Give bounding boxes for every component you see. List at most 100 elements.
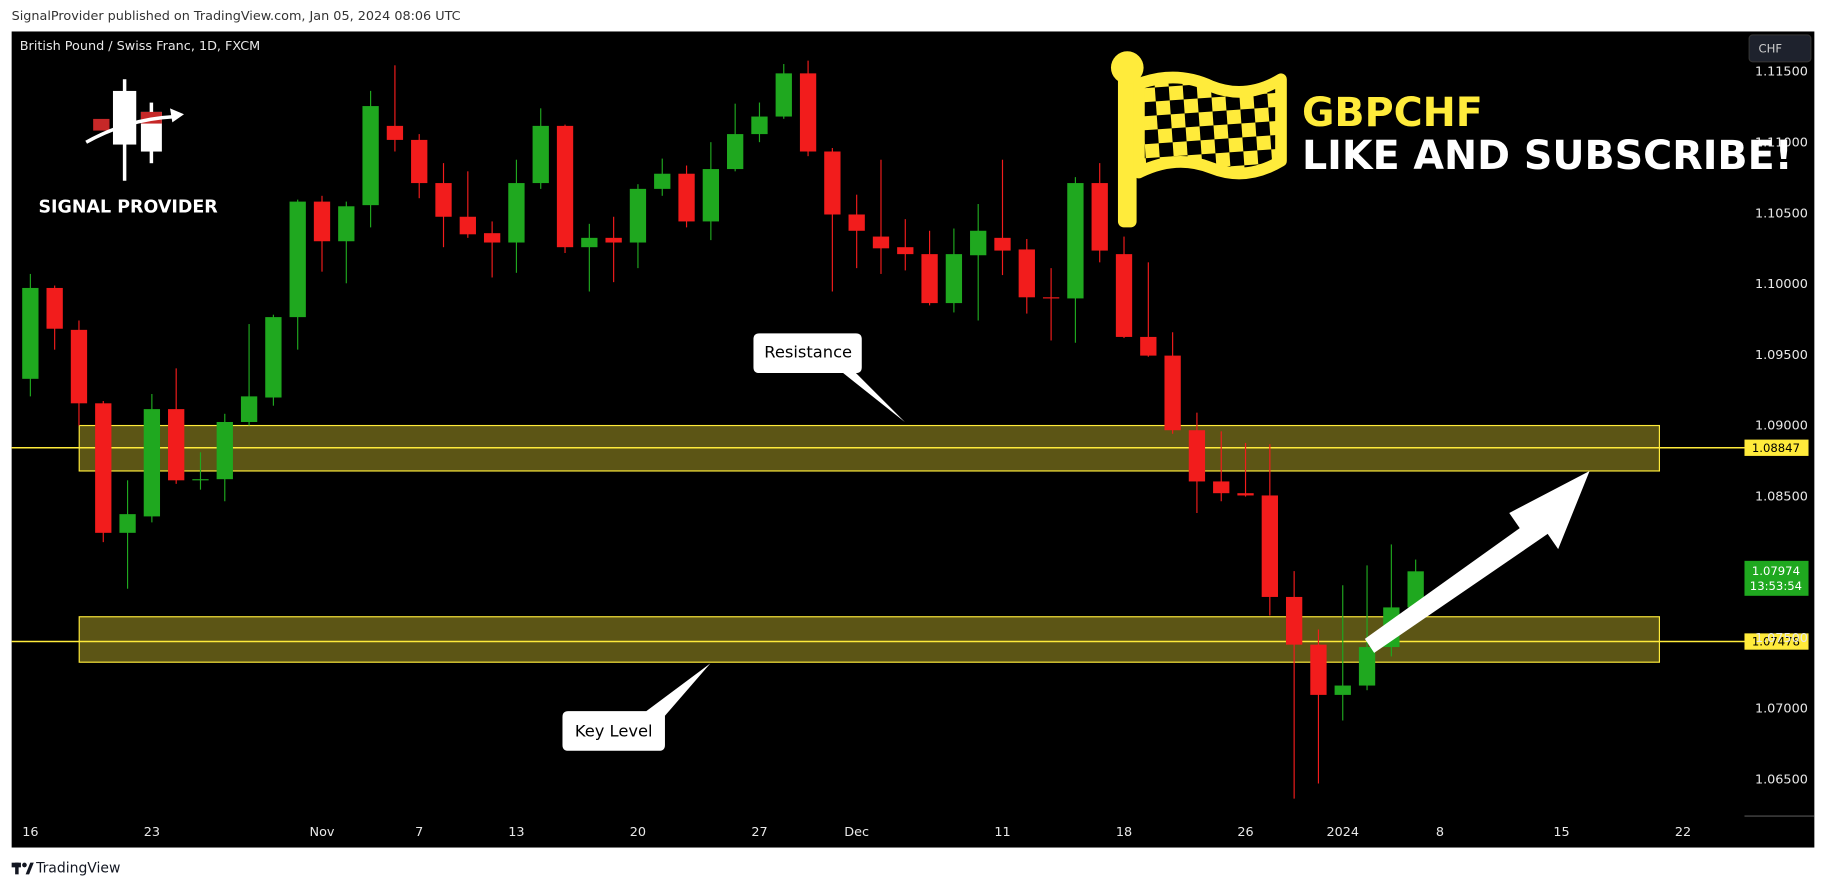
candle-body — [994, 237, 1011, 251]
currency-label: CHF — [1758, 41, 1782, 55]
candle-body — [1407, 571, 1424, 608]
publish-header: SignalProvider published on TradingView.… — [12, 9, 461, 24]
candle-body — [1042, 297, 1060, 299]
y-tick-label: 1.10000 — [1755, 277, 1808, 292]
candle-body — [435, 183, 452, 217]
candle-body — [192, 479, 209, 481]
candle-body — [289, 201, 306, 318]
logo — [85, 79, 184, 181]
candle-body — [1140, 336, 1157, 356]
x-tick-label: Dec — [844, 825, 869, 840]
banner-symbol: GBPCHF — [1302, 90, 1483, 136]
x-tick-label: 22 — [1675, 825, 1691, 840]
candle-body — [1115, 254, 1133, 337]
candle-body — [386, 125, 404, 140]
candle-body — [216, 421, 233, 480]
x-tick-label: 26 — [1237, 825, 1253, 840]
x-tick-label: 13 — [508, 825, 524, 840]
candle-body — [95, 403, 112, 533]
countdown-label: 13:53:54 — [1750, 579, 1802, 593]
candle-body — [46, 287, 63, 329]
x-tick-label: 7 — [415, 825, 423, 840]
trend-arrow — [1364, 470, 1590, 653]
price-label: 1.08847 — [1752, 441, 1800, 455]
symbol-title: British Pound / Swiss Franc, 1D, FXCM — [20, 39, 260, 54]
candle-body — [168, 409, 185, 481]
x-tick-label: 15 — [1553, 825, 1569, 840]
candle-body — [581, 237, 598, 248]
price-label-bg — [1744, 633, 1809, 650]
price-label-bg — [1744, 439, 1809, 456]
currency-button[interactable] — [1748, 34, 1812, 63]
key-level-callout — [562, 663, 711, 751]
footer-brand: TradingView — [35, 861, 120, 877]
candle-body — [1261, 495, 1278, 597]
candle-body — [70, 329, 88, 404]
candle-body — [848, 214, 865, 231]
resistance-label: Resistance — [764, 343, 852, 362]
candle-body — [459, 216, 476, 235]
zone — [78, 616, 1661, 663]
candle-body — [556, 125, 574, 248]
candle-body — [872, 236, 890, 249]
candle-body — [702, 169, 720, 222]
price-label: 1.07478 — [1752, 635, 1800, 649]
x-tick-label: 8 — [1436, 825, 1444, 840]
candle-body — [1091, 183, 1108, 251]
x-tick-label: 2024 — [1326, 825, 1359, 840]
last-price-bg — [1744, 560, 1809, 596]
candle-body — [313, 201, 331, 242]
candle-body — [921, 254, 938, 304]
candle-body — [1358, 647, 1376, 686]
candle-body — [727, 134, 744, 170]
banner-text: LIKE AND SUBSCRIBE! — [1302, 133, 1793, 179]
last-price-label: 1.07974 — [1752, 564, 1800, 578]
tradingview-logo — [11, 862, 34, 875]
x-tick-label: 18 — [1116, 825, 1132, 840]
candle-body — [240, 396, 258, 422]
candle-body — [1237, 493, 1254, 496]
resistance-callout — [753, 333, 905, 423]
candle-body — [629, 188, 647, 243]
candle-body — [532, 125, 549, 184]
y-tick-label: 1.09500 — [1755, 348, 1808, 363]
x-tick-label: Nov — [310, 825, 335, 840]
y-tick-label: 1.08500 — [1755, 489, 1808, 504]
key-level-label: Key Level — [575, 722, 653, 741]
candle-body — [605, 237, 622, 243]
candle-body — [1334, 685, 1351, 695]
chart-pane — [11, 31, 1815, 848]
candle-body — [799, 73, 817, 152]
candle-body — [1164, 355, 1181, 431]
candle-body — [751, 116, 768, 135]
candle-body — [970, 230, 987, 256]
logo-text: SIGNAL PROVIDER — [38, 198, 218, 218]
candle-body — [1067, 183, 1084, 299]
x-tick-label: 16 — [22, 825, 38, 840]
candle-body — [1188, 430, 1206, 482]
x-tick-label: 27 — [751, 825, 767, 840]
candle-body — [775, 73, 792, 117]
candle-body — [411, 139, 428, 184]
x-tick-label: 23 — [144, 825, 160, 840]
candle-body — [338, 206, 355, 242]
flag-icon — [1110, 51, 1287, 228]
y-tick-label: 1.07000 — [1755, 702, 1808, 717]
y-tick-label: 1.09000 — [1755, 419, 1808, 434]
y-tick-label: 1.11500 — [1755, 65, 1808, 80]
candle-body — [265, 317, 282, 398]
candle-body — [654, 173, 671, 189]
candle-body — [824, 151, 841, 215]
candle-body — [119, 514, 136, 533]
x-tick-label: 11 — [994, 825, 1010, 840]
candle-body — [362, 106, 379, 206]
y-tick-label: 1.07500 — [1755, 631, 1808, 646]
candle-body — [1310, 644, 1327, 695]
candle-body — [945, 254, 963, 304]
y-tick-label: 1.06500 — [1755, 772, 1808, 787]
candle-body — [1213, 481, 1230, 494]
candle-body — [1018, 249, 1035, 298]
y-tick-label: 1.10500 — [1755, 206, 1808, 221]
candle-body — [143, 409, 161, 517]
